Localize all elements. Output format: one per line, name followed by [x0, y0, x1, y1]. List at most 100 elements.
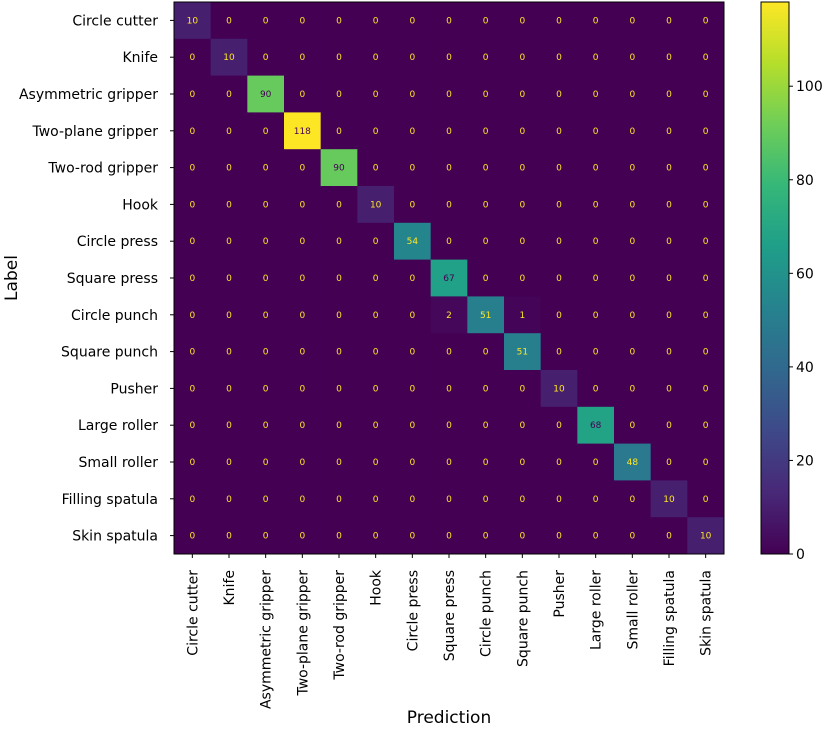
heatmap-cell: [540, 2, 578, 40]
heatmap-cell: [577, 480, 615, 518]
heatmap-cell: [357, 38, 395, 77]
cell-value-label: 0: [446, 348, 452, 358]
heatmap-cell: [467, 406, 505, 445]
cell-value-label: 0: [263, 164, 269, 174]
heatmap-cell: [357, 75, 395, 113]
heatmap-cell: [174, 186, 212, 224]
cell-value-label: 0: [519, 16, 525, 26]
cell-value-label: 0: [666, 274, 672, 284]
cell-value-label: 0: [629, 274, 635, 284]
heatmap-cell: [174, 333, 212, 371]
heatmap-cell: [284, 443, 322, 481]
heatmap-cell: [174, 370, 212, 408]
cell-value-label: 0: [629, 164, 635, 174]
heatmap-cell: [320, 406, 358, 445]
heatmap-cell: [577, 112, 615, 150]
cell-value-label: 0: [593, 311, 599, 321]
heatmap-cell: [284, 296, 322, 334]
heatmap-cell: [320, 149, 358, 187]
heatmap-cell: [430, 186, 468, 224]
cell-value-label: 0: [666, 458, 672, 468]
cell-value-label: 0: [189, 90, 195, 100]
cell-value-label: 0: [666, 164, 672, 174]
cell-value-label: 0: [226, 384, 232, 394]
heatmap-cell: [357, 186, 395, 224]
cell-value-label: 0: [409, 384, 415, 394]
cell-value-label: 0: [519, 90, 525, 100]
x-tick-label: Square punch: [515, 570, 531, 667]
heatmap-cell: [247, 406, 285, 445]
heatmap-cell: [650, 38, 688, 77]
x-tick-label: Two-rod gripper: [332, 570, 348, 681]
cell-value-label: 0: [629, 421, 635, 431]
cell-value-label: 0: [703, 421, 709, 431]
heatmap-cell: [504, 333, 542, 371]
x-tick-label: Square press: [442, 570, 458, 661]
y-tick-label: Circle cutter: [72, 13, 158, 29]
cell-value-label: 10: [700, 532, 712, 542]
cell-value-label: 0: [629, 495, 635, 505]
cell-value-label: 0: [336, 311, 342, 321]
cell-value-label: 0: [703, 90, 709, 100]
heatmap-cell: [430, 149, 468, 187]
heatmap-cell: [540, 406, 578, 445]
cell-value-label: 0: [556, 200, 562, 210]
cell-value-label: 0: [703, 495, 709, 505]
y-tick-label: Pusher: [110, 381, 158, 397]
heatmap-cell: [394, 186, 432, 224]
heatmap-cell: [577, 75, 615, 113]
cell-value-label: 0: [226, 237, 232, 247]
cell-value-label: 0: [409, 421, 415, 431]
cell-value-label: 1: [519, 311, 525, 321]
cell-value-label: 0: [703, 458, 709, 468]
heatmap-cell: [357, 406, 395, 445]
cell-value-label: 0: [483, 127, 489, 137]
heatmap-cell: [687, 259, 725, 297]
cell-value-label: 0: [373, 237, 379, 247]
cell-value-label: 51: [480, 311, 491, 321]
cell-value-label: 0: [336, 421, 342, 431]
cell-value-label: 0: [226, 200, 232, 210]
y-tick-label: Small roller: [79, 455, 159, 471]
heatmap-cell: [210, 333, 248, 371]
cell-value-label: 0: [666, 348, 672, 358]
heatmap-cell: [394, 370, 432, 408]
cell-value-label: 0: [556, 495, 562, 505]
cell-value-label: 0: [629, 348, 635, 358]
heatmap-cell: [284, 2, 322, 40]
cell-value-label: 0: [409, 458, 415, 468]
heatmap-cell: [210, 2, 248, 40]
heatmap-cell: [540, 112, 578, 150]
heatmap-cell: [650, 2, 688, 40]
cell-value-label: 0: [226, 311, 232, 321]
heatmap-cell: [650, 259, 688, 297]
cell-value-label: 0: [629, 16, 635, 26]
heatmap-cell: [210, 186, 248, 224]
heatmap-cell: [247, 75, 285, 113]
heatmap-cell: [394, 222, 432, 261]
cell-value-label: 67: [443, 274, 454, 284]
heatmap-cell: [247, 333, 285, 371]
heatmap-cell: [210, 517, 248, 555]
heatmap-cell: [540, 259, 578, 297]
cell-value-label: 68: [590, 421, 602, 431]
cell-value-label: 0: [483, 16, 489, 26]
cell-value-label: 0: [373, 164, 379, 174]
heatmap-cell: [540, 75, 578, 113]
heatmap-cell: [430, 480, 468, 518]
heatmap-cell: [247, 149, 285, 187]
heatmap-cell: [504, 38, 542, 77]
heatmap-cell: [650, 480, 688, 518]
heatmap-cell: [357, 333, 395, 371]
cell-value-label: 0: [703, 164, 709, 174]
heatmap-cell: [577, 333, 615, 371]
heatmap-cell: [247, 186, 285, 224]
y-tick-label: Filling spatula: [62, 492, 158, 508]
cell-value-label: 0: [263, 200, 269, 210]
heatmap-cell: [210, 406, 248, 445]
cell-value-label: 0: [703, 274, 709, 284]
cell-value-label: 0: [593, 127, 599, 137]
heatmap-cell: [357, 112, 395, 150]
cell-value-label: 0: [263, 384, 269, 394]
